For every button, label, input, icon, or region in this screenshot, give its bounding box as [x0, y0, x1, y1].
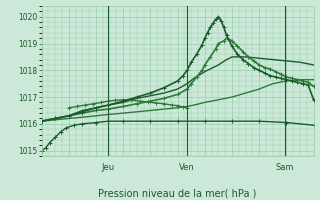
- Text: Pression niveau de la mer( hPa ): Pression niveau de la mer( hPa ): [99, 189, 257, 199]
- Text: Jeu: Jeu: [102, 164, 115, 172]
- Text: Ven: Ven: [179, 164, 195, 172]
- Text: Sam: Sam: [276, 164, 294, 172]
